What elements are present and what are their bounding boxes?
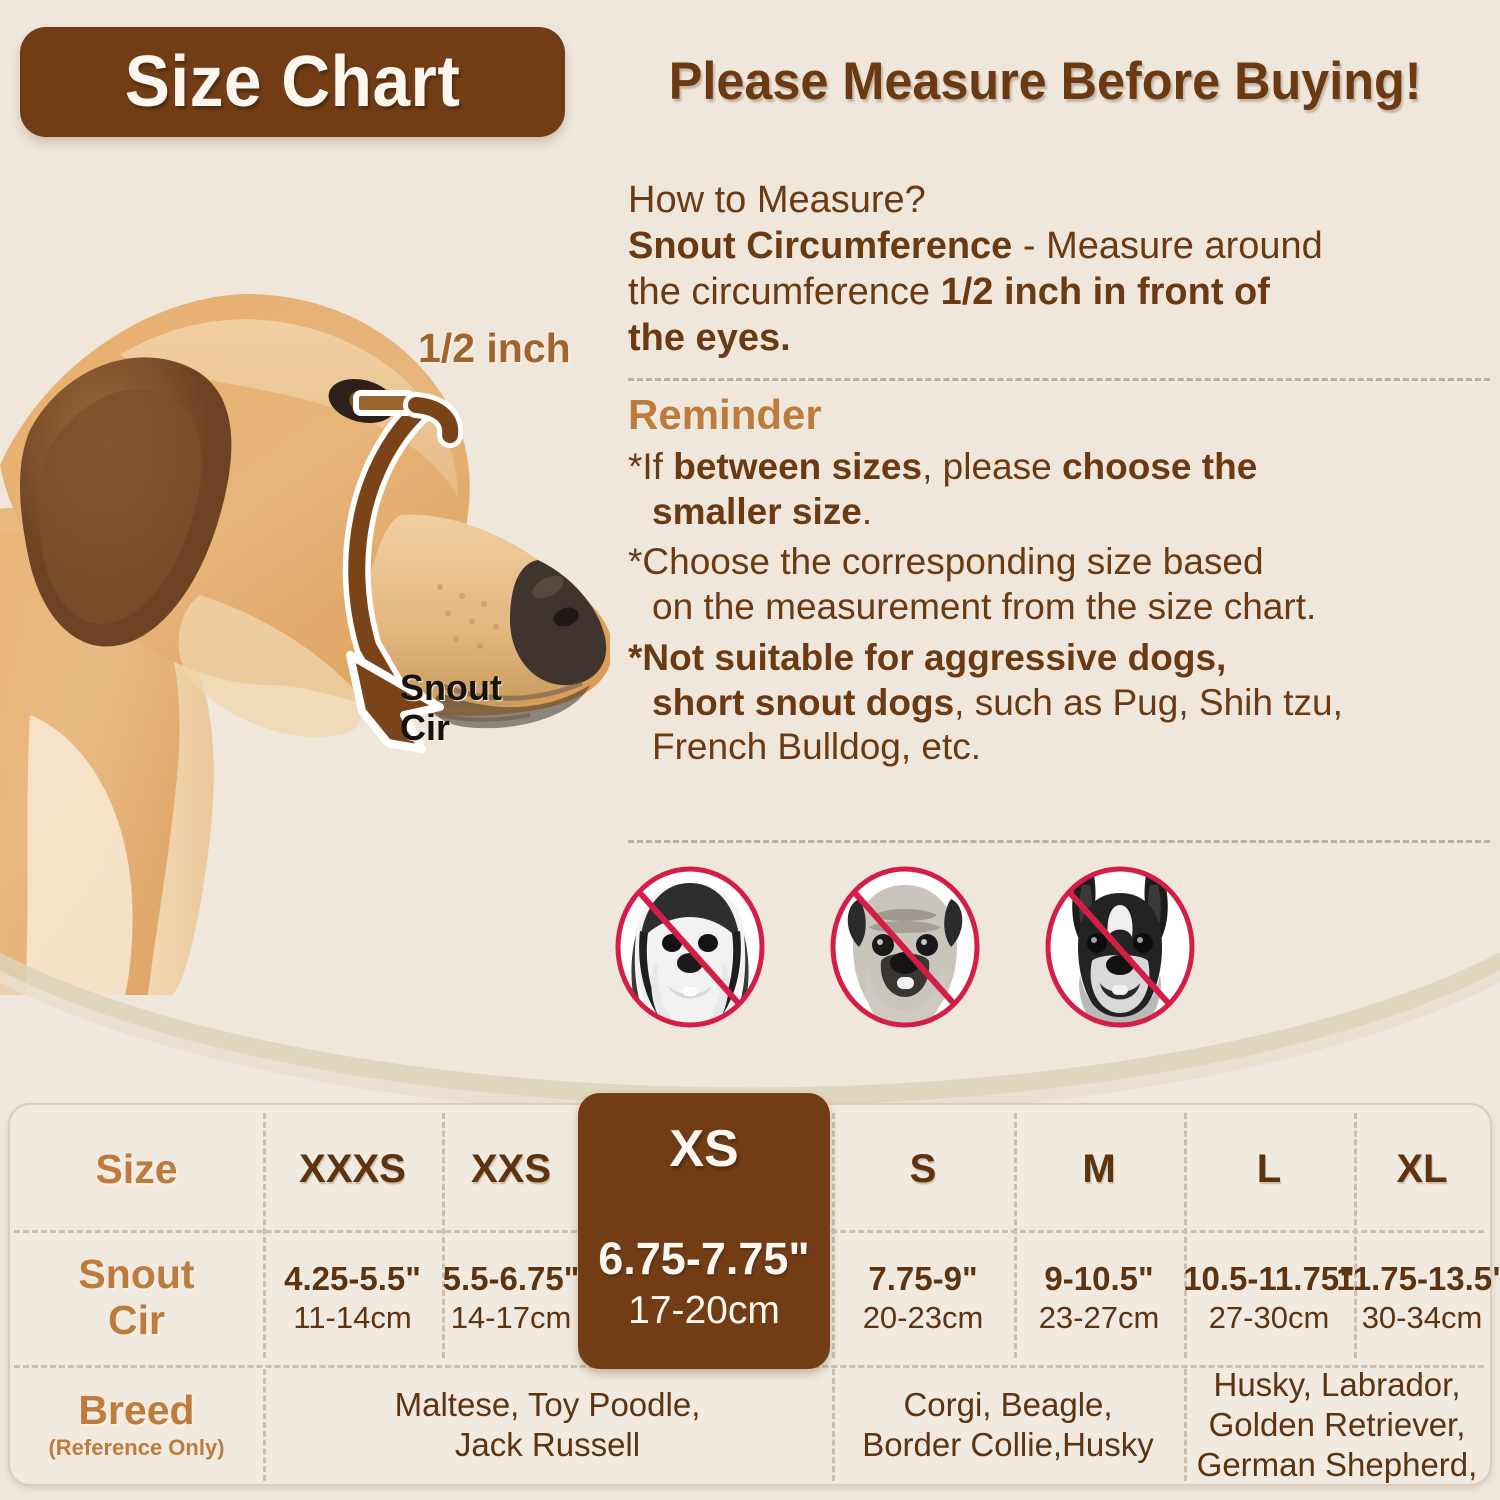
reminder-1-b2: choose the [1061, 445, 1258, 487]
reminder-1-p2: , please [922, 445, 1062, 487]
reminder-3-b1: *Not suitable for aggressive dogs, [628, 636, 1227, 678]
banned-breed-pug [825, 865, 985, 1030]
header-subtitle-wrap: Please Measure Before Buying! [600, 45, 1490, 117]
table-col-divider-1 [263, 1113, 266, 1358]
reminder-item-2: *Choose the corresponding size based on … [628, 540, 1490, 630]
reminder-1-p1: *If [628, 445, 674, 487]
page-title-badge: Size Chart [20, 27, 565, 137]
not-suitable-breeds-row [600, 865, 1200, 1035]
breed-cell-small: Maltese, Toy Poodle, Jack Russell [394, 1385, 701, 1463]
size-header-xxs: XXS [470, 1146, 552, 1191]
row-label-breed: Breed (Reference Only) [48, 1386, 225, 1460]
reminder-2-line2: on the measurement from the size chart. [652, 586, 1317, 628]
highlighted-size-column-xs[interactable]: XS 6.75-7.75" 17-20cm [578, 1093, 830, 1369]
divider-dashed-bottom [628, 840, 1490, 843]
reminder-3-b2: short snout dogs [652, 681, 955, 723]
table-col-divider-2 [442, 1113, 445, 1358]
snout-measure-arrow [342, 390, 464, 753]
breed-cell-large: Husky, Labrador, Golden Retriever, Germa… [1196, 1365, 1478, 1484]
snout-cell-xxs: 5.5-6.75" 14-17cm [442, 1260, 580, 1335]
decorative-arc-divider [0, 952, 1500, 1120]
reminder-1-p3: . [861, 490, 873, 532]
reminder-item-1: *If between sizes, please choose the sma… [628, 445, 1490, 535]
breed-cell-medium: Corgi, Beagle, Border Collie,Husky [862, 1385, 1154, 1463]
how-to-measure-block: How to Measure? Snout Circumference - Me… [628, 178, 1490, 362]
table-col-divider-6 [1184, 1113, 1187, 1358]
snout-cir-callout-line1: Snout [400, 667, 502, 708]
size-header-xl: XL [1396, 1146, 1448, 1191]
size-header-s: S [909, 1146, 937, 1191]
snout-cir-callout-label: Snout Cir [400, 667, 502, 749]
table-col-divider-4 [832, 1113, 835, 1358]
breed-col-divider-2 [832, 1369, 835, 1481]
header-subtitle: Please Measure Before Buying! [668, 51, 1422, 111]
how-to-measure-line2-plain: the circumference [628, 270, 941, 313]
snout-circumference-term: Snout Circumference [628, 224, 1013, 267]
page-title: Size Chart [124, 42, 461, 122]
how-to-measure-line2-bold: 1/2 inch in front of [940, 270, 1270, 313]
size-header-l: L [1256, 1146, 1282, 1191]
reminder-1-b3: smaller size [652, 490, 862, 532]
table-col-divider-7 [1354, 1113, 1357, 1358]
how-to-measure-line3: the eyes. [628, 316, 1490, 362]
snout-cell-l: 10.5-11.75" 27-30cm [1183, 1260, 1355, 1335]
dog-measurement-illustration [0, 215, 610, 995]
how-to-measure-heading: How to Measure? [628, 179, 926, 221]
how-to-measure-line1: Snout Circumference - Measure around [628, 224, 1490, 270]
banned-breed-french-bulldog [1040, 865, 1200, 1030]
reminder-2-line1: *Choose the corresponding size based [628, 541, 1264, 583]
reminder-item-3: *Not suitable for aggressive dogs, short… [628, 636, 1490, 770]
reminder-3-p1: , such as Pug, Shih tzu, [954, 681, 1343, 723]
banned-breed-shih-tzu [610, 865, 770, 1030]
row-label-size: Size [95, 1145, 178, 1192]
snout-cell-xxxs: 4.25-5.5" 11-14cm [284, 1260, 421, 1335]
how-to-measure-line3-bold: the eyes. [628, 316, 791, 359]
divider-dashed-top [628, 377, 1490, 381]
breed-col-divider-1 [263, 1369, 266, 1481]
size-header-xxxs: XXXS [299, 1146, 406, 1191]
instructions-panel: How to Measure? Snout Circumference - Me… [628, 178, 1490, 770]
breed-col-divider-3 [1184, 1369, 1187, 1481]
how-to-measure-line1-rest: - Measure around [1012, 224, 1323, 267]
reminder-1-b1: between sizes [673, 445, 923, 487]
reminder-heading: Reminder [628, 390, 822, 438]
half-inch-callout-label: 1/2 inch [418, 325, 571, 371]
dog-head-image [0, 294, 610, 995]
highlighted-snout-inches: 6.75-7.75" [598, 1233, 810, 1284]
snout-cell-s: 7.75-9" 20-23cm [862, 1260, 984, 1335]
snout-cell-m: 9-10.5" 23-27cm [1038, 1260, 1160, 1335]
reminder-3-line3: French Bulldog, etc. [652, 726, 982, 768]
how-to-measure-line2: the circumference 1/2 inch in front of [628, 270, 1490, 316]
size-header-m: M [1082, 1146, 1116, 1191]
highlighted-snout-cm: 17-20cm [628, 1289, 780, 1332]
row-label-snout-cir: Snout Cir [78, 1251, 195, 1343]
highlighted-size-label: XS [669, 1120, 739, 1178]
snout-cir-callout-line2: Cir [400, 707, 451, 749]
snout-cell-xl: 11.75-13.5" 30-34cm [1336, 1260, 1500, 1335]
table-col-divider-5 [1014, 1113, 1017, 1358]
